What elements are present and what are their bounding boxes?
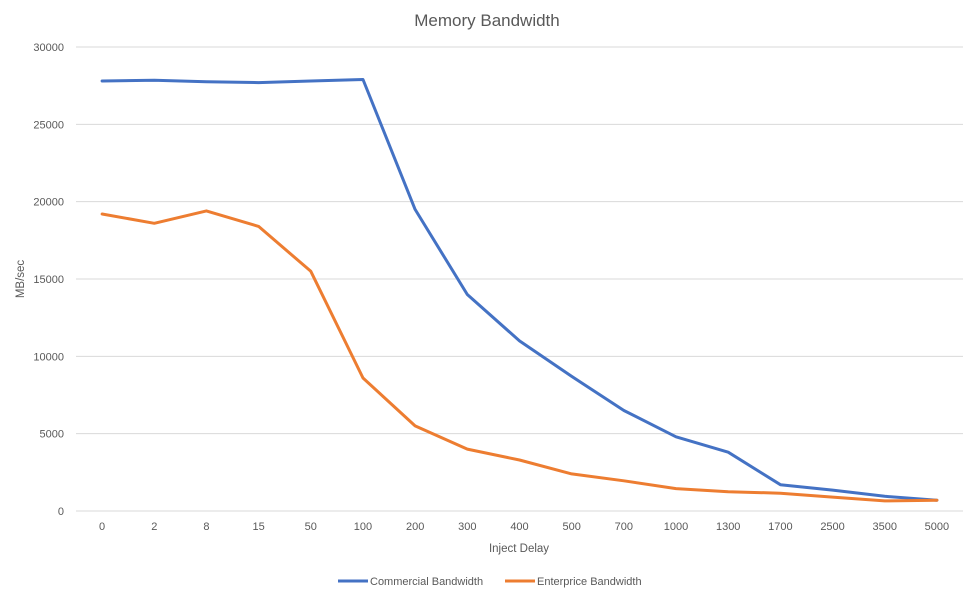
x-axis-ticks: 0 2 8 15 50 100 200 300 400 500 700 1000 1300 1700 250… [99, 521, 949, 533]
x-tick-label: 8 [203, 521, 209, 533]
x-tick-label: 1000 [664, 521, 688, 533]
chart-title: Memory Bandwidth [414, 11, 560, 30]
legend-label: Commercial Bandwidth [370, 576, 483, 588]
x-tick-label: 50 [305, 521, 317, 533]
y-tick-label: 0 [58, 506, 64, 518]
x-tick-label: 1300 [716, 521, 740, 533]
x-tick-label: 2500 [820, 521, 844, 533]
x-tick-label: 1700 [768, 521, 792, 533]
series-line-1 [100, 209, 939, 503]
y-tick-label: 5000 [40, 429, 64, 441]
x-tick-label: 700 [615, 521, 633, 533]
y-tick-label: 20000 [33, 197, 64, 209]
x-tick-label: 100 [354, 521, 372, 533]
x-tick-label: 0 [99, 521, 105, 533]
x-tick-label: 400 [510, 521, 528, 533]
y-tick-label: 25000 [33, 119, 64, 131]
series-line-0 [100, 78, 939, 502]
x-tick-label: 15 [252, 521, 264, 533]
y-tick-label: 30000 [33, 42, 64, 54]
y-axis-label: MB/sec [15, 260, 27, 299]
x-tick-label: 5000 [925, 521, 949, 533]
x-tick-label: 3500 [872, 521, 896, 533]
x-tick-label: 500 [562, 521, 580, 533]
x-axis-label: Inject Delay [489, 543, 549, 555]
x-tick-label: 200 [406, 521, 424, 533]
y-tick-label: 10000 [33, 351, 64, 363]
x-tick-label: 2 [151, 521, 157, 533]
y-axis-ticks: 0 5000 10000 15000 20000 25000 30000 [33, 42, 64, 518]
y-tick-label: 15000 [33, 274, 64, 286]
gridlines [76, 46, 963, 512]
series-lines [100, 78, 939, 503]
legend-label: Enterprice Bandwidth [537, 576, 642, 588]
x-tick-label: 300 [458, 521, 476, 533]
legend: Commercial Bandwidth Enterprice Bandwidth [338, 576, 642, 588]
